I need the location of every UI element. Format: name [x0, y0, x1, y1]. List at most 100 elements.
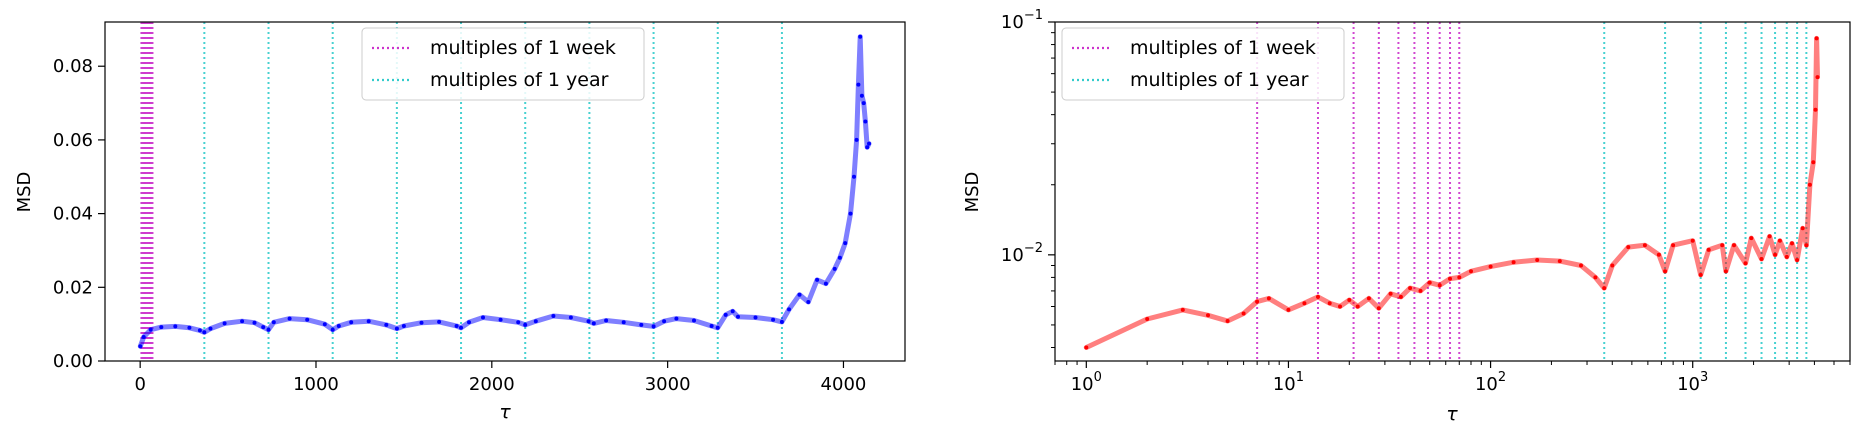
x-ticks: 100 101 102 103 — [1054, 361, 1851, 395]
tick-label: 100 — [1071, 370, 1102, 395]
data-point — [1720, 243, 1725, 248]
data-point — [854, 137, 859, 142]
legend-year-label: multiples of 1 year — [1130, 69, 1309, 91]
data-point — [1767, 234, 1772, 239]
data-point — [349, 320, 354, 325]
data-point — [1626, 245, 1631, 250]
data-point — [1800, 226, 1805, 231]
data-point — [523, 322, 528, 327]
data-point — [1448, 276, 1452, 281]
data-point — [1255, 299, 1260, 304]
data-point — [1784, 254, 1789, 259]
data-point — [1398, 294, 1403, 299]
data-point — [753, 315, 758, 320]
data-point — [639, 322, 644, 327]
x-axis-label: τ — [1446, 403, 1458, 425]
data-point — [832, 266, 837, 271]
data-point — [222, 321, 227, 326]
data-point — [709, 324, 714, 328]
data-point — [1811, 160, 1816, 165]
data-point — [208, 326, 213, 331]
data-point — [305, 317, 310, 322]
data-point — [1145, 317, 1150, 321]
data-point — [1225, 319, 1230, 323]
legend-box — [361, 27, 645, 101]
data-point — [1698, 272, 1703, 277]
data-point — [1690, 238, 1695, 243]
data-point — [1388, 291, 1393, 296]
data-point — [715, 325, 720, 330]
data-point — [736, 314, 740, 319]
data-point — [1316, 294, 1320, 299]
data-point — [797, 292, 802, 297]
x-tick-label: 2000 — [469, 374, 515, 395]
data-point — [591, 321, 596, 326]
data-point — [1437, 283, 1442, 288]
data-point — [1815, 75, 1820, 80]
data-point — [779, 319, 784, 324]
data-point — [1671, 243, 1676, 248]
data-point — [604, 318, 609, 323]
tick-label: 101 — [1273, 370, 1304, 395]
data-point — [454, 324, 459, 328]
x-tick-label: 3000 — [645, 374, 691, 395]
data-point — [1790, 241, 1794, 246]
x-tick-label: 4000 — [821, 374, 867, 395]
data-point — [1469, 269, 1473, 274]
data-point — [867, 141, 871, 146]
data-point — [1338, 304, 1342, 309]
data-point — [1743, 261, 1748, 266]
x-axis-label: τ — [499, 401, 511, 423]
data-point — [859, 93, 864, 98]
data-point — [261, 325, 266, 330]
data-point — [394, 326, 399, 331]
data-point — [1241, 311, 1246, 316]
data-point — [148, 327, 153, 332]
data-point — [459, 325, 463, 330]
tick-label: 10−1 — [1001, 8, 1043, 33]
data-point — [1773, 252, 1778, 257]
data-point — [1732, 243, 1736, 248]
tick-label: 10−2 — [1001, 241, 1043, 266]
data-point — [1266, 296, 1271, 301]
y-axis-label: MSD — [962, 172, 983, 213]
data-point — [1804, 243, 1809, 248]
x-ticks: 0 1000 2000 3000 4000 — [134, 361, 866, 395]
data-point — [173, 324, 178, 329]
data-point — [1759, 257, 1764, 261]
data-point — [586, 319, 591, 324]
data-point — [1535, 258, 1540, 262]
data-point — [481, 315, 485, 320]
data-point — [1795, 258, 1800, 262]
data-point — [662, 319, 667, 324]
data-point — [848, 211, 853, 216]
data-point — [1777, 238, 1782, 243]
data-point — [621, 320, 626, 325]
msd-loglog-chart: 100 101 102 103 10−2 10−1 τ MSD multiples of… — [962, 8, 1851, 425]
data-point — [287, 316, 292, 321]
data-point — [1347, 298, 1352, 302]
data-point — [863, 119, 868, 124]
data-point — [568, 315, 573, 320]
data-point — [856, 82, 861, 87]
data-point — [336, 324, 341, 328]
data-point — [1663, 269, 1668, 274]
data-point — [1286, 307, 1291, 312]
data-point — [1376, 306, 1381, 311]
data-point — [674, 316, 679, 321]
data-point — [437, 319, 442, 324]
series-group — [137, 34, 872, 349]
data-point — [1488, 264, 1493, 269]
data-point — [1180, 307, 1185, 312]
data-point — [843, 241, 848, 246]
data-point — [1593, 275, 1598, 280]
data-point — [651, 324, 656, 329]
data-point — [1327, 301, 1332, 306]
data-point — [1206, 313, 1210, 318]
y-ticks: 10−2 10−1 — [1001, 8, 1055, 348]
plot-frame — [104, 21, 906, 362]
legend-year-label: multiples of 1 year — [430, 69, 609, 91]
data-point — [1457, 275, 1462, 280]
